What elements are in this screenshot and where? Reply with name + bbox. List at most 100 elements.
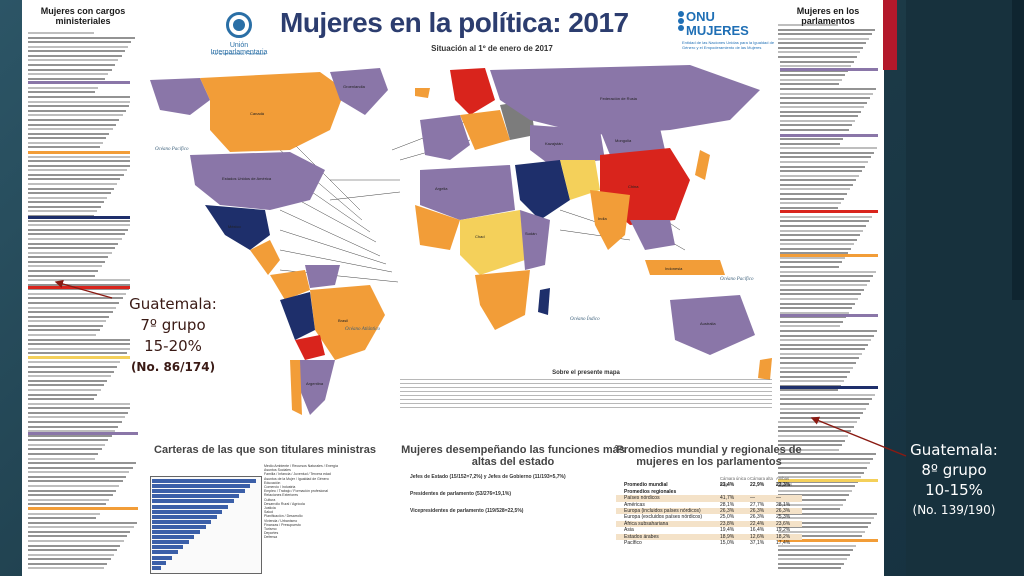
svg-text:Océano Pacífico: Océano Pacífico <box>155 147 189 152</box>
map-region-nz <box>758 358 772 380</box>
table-row <box>28 407 132 410</box>
table-row <box>778 421 857 424</box>
svg-text:Océano Atlántico: Océano Atlántico <box>345 327 381 332</box>
averages-title: Promedios mundial y regionales de mujere… <box>616 444 802 468</box>
table-row <box>28 219 135 222</box>
map-region-brazil <box>310 285 385 360</box>
map-region-central-am <box>250 240 280 275</box>
averages-header-row: Cámara única o baja Cámara alta Ambas cáma… <box>720 476 793 488</box>
portfolio-label: Salud <box>264 510 273 515</box>
svg-text:México: México <box>228 224 241 229</box>
table-row <box>28 59 119 62</box>
slide-dark-edge <box>1012 0 1024 300</box>
svg-text:Océano Pacífico: Océano Pacífico <box>720 277 754 282</box>
heads-of-state-heading: Jefes de Estado (15/152=7,2%) y Jefes de… <box>410 474 566 480</box>
table-row <box>778 412 863 415</box>
table-row <box>28 489 116 492</box>
table-row <box>28 64 115 67</box>
table-row <box>28 109 126 112</box>
table-row <box>778 124 852 127</box>
table-row <box>778 74 845 77</box>
map-region-iceland <box>415 88 430 98</box>
table-row <box>28 338 137 341</box>
table-row <box>778 183 853 186</box>
table-row <box>778 266 839 269</box>
table-row <box>778 403 869 406</box>
table-row <box>778 503 843 506</box>
callout-guatemala-ministers: Guatemala: 7º grupo 15-20% (No. 86/174) <box>108 294 238 378</box>
slide-side-panel <box>906 0 1024 576</box>
table-row <box>778 357 859 360</box>
table-row <box>28 265 102 268</box>
table-row <box>778 252 848 255</box>
table-row <box>28 32 94 34</box>
table-row <box>778 65 851 68</box>
table-row <box>28 512 100 515</box>
table-row <box>778 151 874 154</box>
portfolio-bar <box>152 479 256 483</box>
table-row <box>28 169 127 172</box>
portfolio-label: Comercio / Industria <box>264 485 296 490</box>
table-row <box>778 92 873 95</box>
table-row <box>778 234 860 237</box>
averages-row: Américas 28,1% 27,7% 28,1% <box>624 501 791 508</box>
table-row <box>28 370 114 373</box>
averages-row: África subsahariana 23,8% 22,4% 23,6% <box>616 520 802 528</box>
un-women-name: ONU MUJERES <box>686 9 749 38</box>
table-row <box>778 288 864 291</box>
table-row <box>28 517 97 520</box>
table-row <box>778 471 864 474</box>
table-row <box>28 118 120 121</box>
table-row <box>778 78 842 81</box>
table-row <box>28 279 136 282</box>
table-row <box>778 110 861 113</box>
portfolio-label: Defensa <box>264 535 278 540</box>
map-region-russia <box>490 65 760 135</box>
portfolio-bar <box>152 530 200 534</box>
map-region-bolivia <box>295 335 325 360</box>
table-row <box>28 439 109 442</box>
portfolio-bar <box>152 509 223 514</box>
table-group-divider <box>778 254 878 258</box>
parliaments-column-title: Mujeres en los parlamentos <box>796 6 860 26</box>
table-row <box>778 435 848 437</box>
table-row <box>778 224 866 227</box>
table-row <box>778 398 872 401</box>
ministers-column-title: Mujeres con cargos ministeriales <box>40 6 126 26</box>
averages-row: Promedio mundial 23,4% 22,9% 23,3% <box>624 482 791 489</box>
table-row <box>28 320 107 323</box>
map-region-kazakhstan <box>530 125 605 165</box>
table-row <box>28 105 130 108</box>
portfolios-bar-chart <box>150 476 262 574</box>
table-row <box>28 443 105 446</box>
map-region-mexico <box>205 205 270 250</box>
portfolio-bar <box>152 540 189 545</box>
table-row <box>28 178 121 181</box>
svg-text:Argentina: Argentina <box>306 381 324 386</box>
table-row <box>778 161 868 163</box>
table-row <box>778 51 860 54</box>
callout-right-country: Guatemala: <box>910 441 998 459</box>
table-row <box>778 485 855 488</box>
table-row <box>778 220 869 223</box>
table-row <box>778 466 867 469</box>
map-region-central-eu <box>460 110 510 150</box>
portfolios-title: Carteras de las que son titulares minist… <box>154 444 376 456</box>
ipu-emblem-icon <box>226 12 252 38</box>
table-row <box>28 434 112 437</box>
table-row <box>28 173 124 176</box>
svg-text:Canadá: Canadá <box>250 111 265 116</box>
map-region-india <box>590 190 630 250</box>
callout-right-range: 10-15% <box>925 481 983 499</box>
table-row <box>28 132 110 135</box>
table-row <box>28 302 120 304</box>
table-row <box>778 174 859 177</box>
portfolio-bar <box>152 550 178 555</box>
map-region-usa <box>190 152 325 210</box>
portfolio-bar <box>152 524 206 529</box>
table-row <box>778 371 850 374</box>
averages-row: Europa (incluidos países nórdicos) 26,3% 2… <box>616 507 802 515</box>
table-row <box>778 526 868 529</box>
table-row <box>28 402 135 405</box>
table-row <box>28 128 113 131</box>
